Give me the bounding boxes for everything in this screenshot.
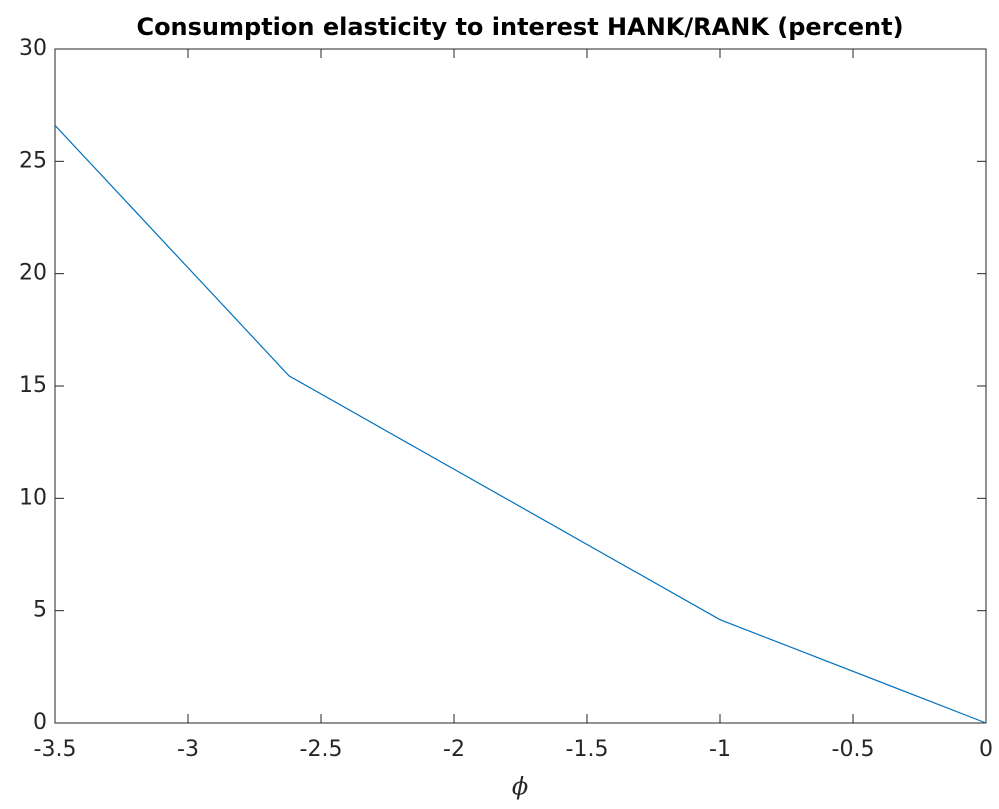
y-tick-label: 15 — [19, 373, 47, 398]
x-tick-label: -2 — [443, 737, 465, 762]
y-tick-label: 25 — [19, 148, 47, 173]
chart-title: Consumption elasticity to interest HANK/… — [136, 13, 903, 41]
x-axis-label: ϕ — [512, 773, 528, 801]
x-tick-label: -0.5 — [832, 737, 875, 762]
x-tick-label: -3 — [177, 737, 199, 762]
x-tick-label: -3.5 — [34, 737, 77, 762]
y-tick-label: 5 — [33, 598, 47, 623]
data-line — [54, 124, 987, 724]
y-tick-label: 0 — [33, 710, 47, 735]
x-tick-label: -1 — [709, 737, 731, 762]
y-tick-label: 20 — [19, 261, 47, 286]
plot-frame — [54, 48, 987, 724]
x-tick-label: 0 — [979, 737, 993, 762]
x-tick-label: -2.5 — [300, 737, 343, 762]
x-tick-label: -1.5 — [566, 737, 609, 762]
y-tick-label: 10 — [19, 485, 47, 510]
y-tick-label: 30 — [19, 36, 47, 61]
